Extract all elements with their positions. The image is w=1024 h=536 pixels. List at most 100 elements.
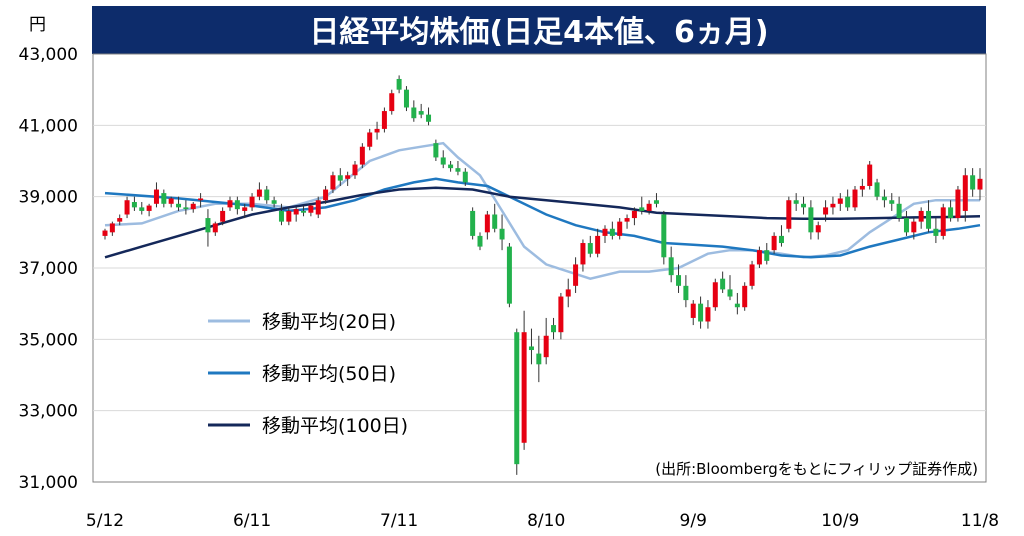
candle xyxy=(874,178,880,201)
candle-body xyxy=(624,218,630,222)
candle-body xyxy=(587,243,593,254)
candle-body xyxy=(470,210,476,236)
candle xyxy=(117,214,123,226)
candle xyxy=(918,207,924,229)
legend-label-ma50: 移動平均(50日) xyxy=(262,363,396,385)
candle-body xyxy=(823,207,829,215)
candle xyxy=(440,150,446,169)
candle-body xyxy=(676,275,682,286)
candle-body xyxy=(808,207,814,233)
candle-body xyxy=(389,93,395,112)
candle xyxy=(168,196,174,208)
candle-body xyxy=(418,111,424,115)
candle-body xyxy=(815,225,821,233)
candle xyxy=(190,202,196,213)
candle xyxy=(514,328,520,475)
candle xyxy=(720,271,726,293)
candle xyxy=(359,143,365,169)
candle-body xyxy=(536,353,542,365)
candle-body xyxy=(403,89,409,108)
candle xyxy=(337,168,343,186)
candle-body xyxy=(411,107,417,119)
candle xyxy=(926,200,932,233)
candle-body xyxy=(690,303,696,318)
line-ma100 xyxy=(104,186,981,259)
candle-body xyxy=(190,203,196,210)
candle xyxy=(536,335,542,383)
x-tick-8/10: 8/10 xyxy=(527,511,565,531)
candle-body xyxy=(646,203,652,211)
candle xyxy=(102,228,108,240)
y-unit-label: 円 xyxy=(29,15,46,35)
candle xyxy=(558,292,564,340)
candle-body xyxy=(867,164,873,186)
candle xyxy=(705,300,711,329)
candle-body xyxy=(227,200,233,208)
candle xyxy=(109,221,115,236)
candle xyxy=(131,196,137,211)
candle xyxy=(970,168,976,197)
candle xyxy=(271,196,277,208)
candle-body xyxy=(506,246,512,304)
candle-body xyxy=(396,78,402,90)
candle-body xyxy=(168,198,174,204)
candle-body xyxy=(977,178,983,190)
candle-body xyxy=(764,250,770,261)
candle xyxy=(528,328,534,365)
legend-label-ma20: 移動平均(20日) xyxy=(262,311,396,333)
candle-body xyxy=(131,202,137,208)
candle xyxy=(315,196,321,219)
candle xyxy=(962,168,968,222)
candle xyxy=(661,210,667,265)
candle xyxy=(808,200,814,240)
candle xyxy=(668,246,674,283)
candle-body xyxy=(595,235,601,254)
candle xyxy=(734,292,740,315)
candle-body xyxy=(801,203,807,208)
candle-body xyxy=(962,175,968,211)
candle xyxy=(565,278,571,308)
candle-body xyxy=(668,257,674,276)
candle-body xyxy=(830,203,836,208)
candle-body xyxy=(955,189,961,219)
candle-body xyxy=(484,214,490,233)
candle-body xyxy=(565,289,571,297)
legend-item-ma100: 移動平均(100日) xyxy=(208,415,408,437)
candle-body xyxy=(653,200,659,204)
candle xyxy=(352,161,358,179)
candle-body xyxy=(330,175,336,190)
candle xyxy=(764,243,770,265)
candle-body xyxy=(374,128,380,133)
candle-body xyxy=(256,189,262,197)
x-tick-11/8: 11/8 xyxy=(961,511,999,531)
candle xyxy=(492,203,498,233)
candle-body xyxy=(308,205,314,213)
candle xyxy=(778,225,784,247)
candle xyxy=(198,193,204,208)
candle-body xyxy=(359,146,365,165)
candle xyxy=(676,264,682,293)
candle xyxy=(389,89,395,115)
candle-body xyxy=(286,210,292,222)
candle xyxy=(756,246,762,268)
candle xyxy=(749,260,755,290)
candle-body xyxy=(573,264,579,286)
candle-body xyxy=(264,189,270,201)
candle xyxy=(955,185,961,222)
candle xyxy=(330,171,336,194)
candle xyxy=(124,196,130,219)
candle-body xyxy=(176,203,182,208)
candle xyxy=(852,185,858,211)
candle xyxy=(933,218,939,244)
candle-body xyxy=(543,335,549,358)
candle-body xyxy=(881,196,887,201)
candlesticks xyxy=(102,75,983,475)
candle xyxy=(264,185,270,204)
candle xyxy=(499,214,505,251)
candle-body xyxy=(558,296,564,333)
candle xyxy=(301,205,307,217)
candle xyxy=(470,207,476,240)
candle-body xyxy=(117,218,123,222)
candle-body xyxy=(551,325,557,333)
candle-body xyxy=(874,182,880,197)
